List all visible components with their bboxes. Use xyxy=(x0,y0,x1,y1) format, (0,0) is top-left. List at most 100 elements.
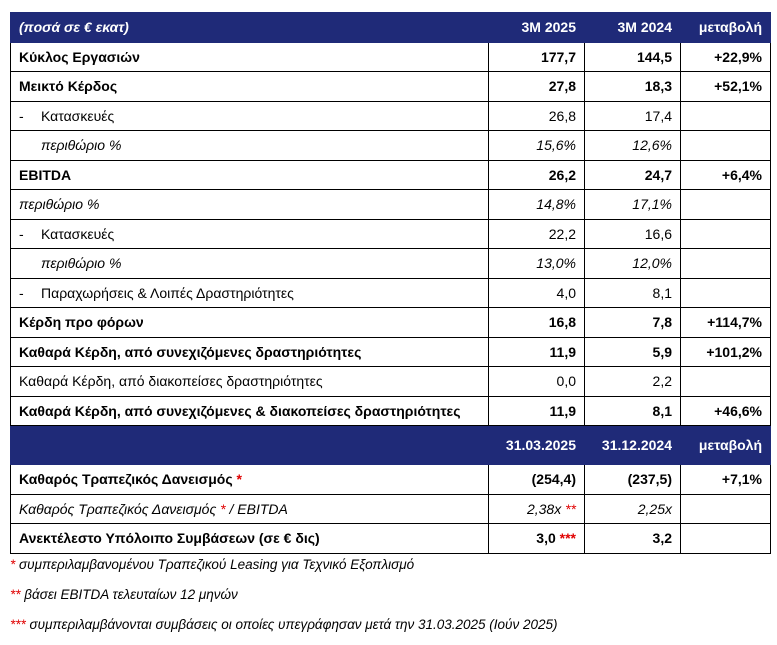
row-label: Καθαρός Τραπεζικός Δανεισμός xyxy=(19,471,233,488)
footnote-mark: * xyxy=(220,500,226,517)
row-value-current: 177,7 xyxy=(488,41,585,72)
row-label: περιθώριο % xyxy=(10,130,489,161)
row-label: Κέρδη προ φόρων xyxy=(10,307,489,338)
financial-table: (ποσά σε € εκατ) 3M 2025 3M 2024 μεταβολ… xyxy=(10,12,771,554)
footnote-mark: * xyxy=(10,557,16,572)
footnote-text: συμπεριλαμβανομένου Τραπεζικού Leasing γ… xyxy=(19,557,415,572)
row-label: Ανεκτέλεστο Υπόλοιπο Συμβάσεων (σε € δις… xyxy=(10,523,489,554)
row-label: Καθαρά Κέρδη, από συνεχιζόμενες & διακοπ… xyxy=(10,395,489,426)
row-change xyxy=(680,277,771,308)
row-value-previous: (237,5) xyxy=(584,464,681,495)
table-row: περιθώριο % 14,8% 17,1% xyxy=(10,189,771,220)
row-label: Κατασκευές xyxy=(41,225,115,242)
table-row: περιθώριο % 13,0% 12,0% xyxy=(10,248,771,279)
row-label-cell: - Παραχωρήσεις & Λοιπές Δραστηριότητες xyxy=(10,277,489,308)
footnote-text: συμπεριλαμβάνονται συμβάσεις οι οποίες υ… xyxy=(29,617,558,632)
row-change xyxy=(680,248,771,279)
row-value-previous: 5,9 xyxy=(584,336,681,367)
table-row: Κύκλος Εργασιών 177,7 144,5 +22,9% xyxy=(10,41,771,72)
header-col-date-2025: 31.03.2025 xyxy=(488,425,585,465)
footnote: *** συμπεριλαμβάνονται συμβάσεις οι οποί… xyxy=(10,610,557,640)
row-change: +114,7% xyxy=(680,307,771,338)
footnote-mark: ** xyxy=(565,500,576,517)
table-row: - Κατασκευές 22,2 16,6 xyxy=(10,218,771,249)
row-value-current: 11,9 xyxy=(488,395,585,426)
footnote: ** βάσει EBITDA τελευταίων 12 μηνών xyxy=(10,580,557,610)
row-value-current: 2,38x xyxy=(526,500,562,517)
row-label-cell: - Κατασκευές xyxy=(10,218,489,249)
row-value-previous: 16,6 xyxy=(584,218,681,249)
row-value-current: 15,6% xyxy=(488,130,585,161)
table-row: Κέρδη προ φόρων 16,8 7,8 +114,7% xyxy=(10,307,771,338)
row-change xyxy=(680,130,771,161)
row-label-cell: - Κατασκευές xyxy=(10,100,489,131)
row-label: Καθαρά Κέρδη, από διακοπείσες δραστηριότ… xyxy=(10,366,489,397)
table-row: περιθώριο % 15,6% 12,6% xyxy=(10,130,771,161)
table-row: Ανεκτέλεστο Υπόλοιπο Συμβάσεων (σε € δις… xyxy=(10,523,771,554)
header-col-date-2024: 31.12.2024 xyxy=(584,425,681,465)
table-row: Καθαρά Κέρδη, από συνεχιζόμενες δραστηρι… xyxy=(10,336,771,367)
row-value-previous: 2,2 xyxy=(584,366,681,397)
row-value-previous: 12,0% xyxy=(584,248,681,279)
row-label: Καθαρός Τραπεζικός Δανεισμός xyxy=(19,500,217,517)
row-label: Μεικτό Κέρδος xyxy=(10,71,489,102)
footnotes: * συμπεριλαμβανομένου Τραπεζικού Leasing… xyxy=(10,550,557,640)
header-blank xyxy=(10,425,489,465)
header-col-change: μεταβολή xyxy=(680,12,771,43)
row-value-current: (254,4) xyxy=(488,464,585,495)
row-change xyxy=(680,218,771,249)
row-value-previous: 17,1% xyxy=(584,189,681,220)
row-change: +52,1% xyxy=(680,71,771,102)
row-value-previous: 8,1 xyxy=(584,395,681,426)
row-change xyxy=(680,366,771,397)
row-change xyxy=(680,189,771,220)
footnote-text: βάσει EBITDA τελευταίων 12 μηνών xyxy=(24,587,238,602)
row-value-current: 22,2 xyxy=(488,218,585,249)
footnote-mark: ** xyxy=(10,587,21,602)
row-change xyxy=(680,523,771,554)
footnote-mark: *** xyxy=(559,530,576,547)
row-value-previous: 12,6% xyxy=(584,130,681,161)
row-label: Παραχωρήσεις & Λοιπές Δραστηριότητες xyxy=(41,284,294,301)
table-header-row: (ποσά σε € εκατ) 3M 2025 3M 2024 μεταβολ… xyxy=(10,12,771,43)
row-label-cell: Καθαρός Τραπεζικός Δανεισμός * xyxy=(10,464,489,495)
row-value-current: 4,0 xyxy=(488,277,585,308)
table-header-row-dates: 31.03.2025 31.12.2024 μεταβολή xyxy=(10,425,771,465)
table-row: Καθαρά Κέρδη, από διακοπείσες δραστηριότ… xyxy=(10,366,771,397)
row-value-current: 3,0 xyxy=(536,530,556,547)
row-value-current: 26,8 xyxy=(488,100,585,131)
row-value-current-cell: 3,0 *** xyxy=(488,523,585,554)
row-label: Κατασκευές xyxy=(41,107,115,124)
row-value-current: 27,8 xyxy=(488,71,585,102)
header-col-change: μεταβολή xyxy=(680,425,771,465)
row-label: περιθώριο % xyxy=(10,248,489,279)
row-label: Κύκλος Εργασιών xyxy=(10,41,489,72)
footnote: * συμπεριλαμβανομένου Τραπεζικού Leasing… xyxy=(10,550,557,580)
row-dash: - xyxy=(19,107,24,124)
table-row: Καθαρός Τραπεζικός Δανεισμός * (254,4) (… xyxy=(10,464,771,495)
row-value-previous: 18,3 xyxy=(584,71,681,102)
row-label-cell: Καθαρός Τραπεζικός Δανεισμός * / EBITDA xyxy=(10,493,489,524)
row-change: +22,9% xyxy=(680,41,771,72)
row-value-current: 11,9 xyxy=(488,336,585,367)
footnote-mark: *** xyxy=(10,617,26,632)
row-label-suffix: / EBITDA xyxy=(229,500,288,517)
header-col-3m-2024: 3M 2024 xyxy=(584,12,681,43)
row-label: Καθαρά Κέρδη, από συνεχιζόμενες δραστηρι… xyxy=(10,336,489,367)
row-value-current: 0,0 xyxy=(488,366,585,397)
row-dash: - xyxy=(19,225,24,242)
row-value-current: 16,8 xyxy=(488,307,585,338)
header-units: (ποσά σε € εκατ) xyxy=(10,12,489,43)
row-value-previous: 8,1 xyxy=(584,277,681,308)
row-value-current: 14,8% xyxy=(488,189,585,220)
row-value-previous: 7,8 xyxy=(584,307,681,338)
table-row: Καθαρά Κέρδη, από συνεχιζόμενες & διακοπ… xyxy=(10,395,771,426)
table-row: - Παραχωρήσεις & Λοιπές Δραστηριότητες 4,… xyxy=(10,277,771,308)
table-row: - Κατασκευές 26,8 17,4 xyxy=(10,100,771,131)
table-row: Μεικτό Κέρδος 27,8 18,3 +52,1% xyxy=(10,71,771,102)
row-value-current: 26,2 xyxy=(488,159,585,190)
row-value-previous: 24,7 xyxy=(584,159,681,190)
footnote-mark: * xyxy=(236,471,242,488)
row-change xyxy=(680,100,771,131)
row-value-current-cell: 2,38x ** xyxy=(488,493,585,524)
